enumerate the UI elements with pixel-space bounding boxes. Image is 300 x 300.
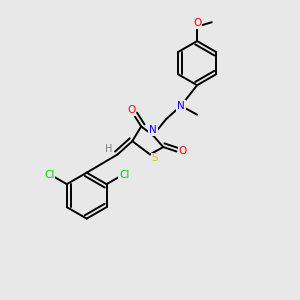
Text: H: H: [104, 144, 112, 154]
Text: O: O: [193, 18, 201, 28]
Text: O: O: [127, 105, 136, 115]
Text: S: S: [152, 153, 158, 163]
Text: N: N: [177, 101, 185, 111]
Text: O: O: [178, 146, 187, 157]
Text: N: N: [149, 125, 157, 135]
Text: Cl: Cl: [119, 170, 129, 180]
Text: Cl: Cl: [44, 170, 55, 180]
